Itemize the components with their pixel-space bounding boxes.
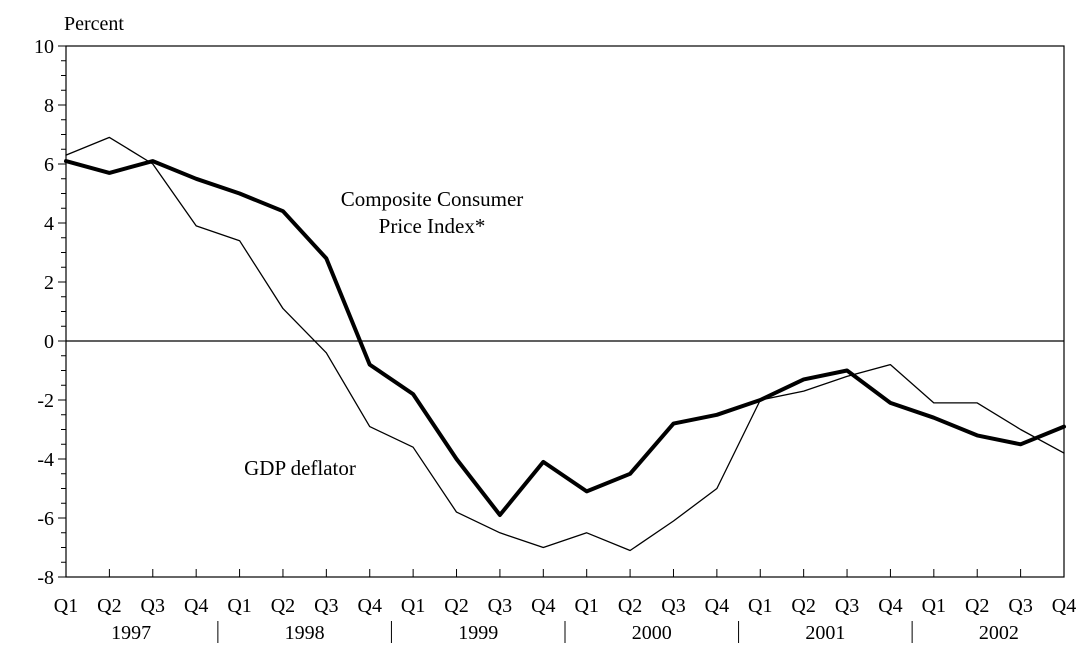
x-tick-label: Q3 xyxy=(661,595,685,617)
annotation-gdp-deflator: GDP deflator xyxy=(244,456,356,480)
y-tick-label: 10 xyxy=(34,36,54,58)
y-tick-label: -8 xyxy=(37,567,54,589)
year-label: 1999 xyxy=(458,622,498,644)
x-tick-label: Q2 xyxy=(444,595,468,617)
x-tick-label: Q3 xyxy=(314,595,338,617)
x-tick-label: Q1 xyxy=(54,595,78,617)
y-tick-label: 0 xyxy=(44,331,54,353)
y-tick-label: -6 xyxy=(37,508,54,530)
x-tick-label: Q2 xyxy=(271,595,295,617)
axes-layer: -8 -6 -4 -2 0 2 4 6 8 10 Q1 Q2 Q3 Q4 Q1 Q2 Q3 Q4 Q1 Q2 Q3 Q4 Q… xyxy=(34,36,1076,644)
x-tick-label: Q3 xyxy=(835,595,859,617)
year-label: 1997 xyxy=(111,622,151,644)
year-label: 1998 xyxy=(285,622,325,644)
x-tick-label: Q1 xyxy=(401,595,425,617)
x-tick-label: Q2 xyxy=(965,595,989,617)
x-tick-label: Q3 xyxy=(141,595,165,617)
annotation-cpi-line2: Price Index* xyxy=(379,214,486,238)
y-tick-label: 4 xyxy=(44,213,54,235)
plot-frame xyxy=(65,45,1065,578)
y-axis-label: Percent xyxy=(64,13,124,35)
year-label: 2002 xyxy=(979,622,1019,644)
y-tick-label: 8 xyxy=(44,95,54,117)
x-tick-label: Q4 xyxy=(1052,595,1076,617)
x-tick-label: Q1 xyxy=(922,595,946,617)
x-tick-label: Q4 xyxy=(705,595,729,617)
x-tick-label: Q1 xyxy=(748,595,772,617)
year-label: 2000 xyxy=(632,622,672,644)
y-tick-label: -4 xyxy=(37,449,54,471)
y-tick-label: 2 xyxy=(44,272,54,294)
year-label: 2001 xyxy=(805,622,845,644)
x-tick-label: Q4 xyxy=(184,595,208,617)
x-tick-label: Q2 xyxy=(97,595,121,617)
y-tick-label: 6 xyxy=(44,154,54,176)
x-tick-label: Q4 xyxy=(531,595,555,617)
x-tick-label: Q3 xyxy=(488,595,512,617)
series-line-cpi xyxy=(64,159,1066,517)
x-tick-label: Q2 xyxy=(618,595,642,617)
x-tick-label: Q3 xyxy=(1008,595,1032,617)
y-tick-label: -2 xyxy=(37,390,54,412)
annotation-cpi-line1: Composite Consumer xyxy=(341,187,524,211)
series-line-gdp-deflator xyxy=(65,136,1065,552)
x-tick-label: Q1 xyxy=(574,595,598,617)
x-tick-label: Q4 xyxy=(878,595,902,617)
series-layer xyxy=(64,136,1066,552)
x-tick-label: Q4 xyxy=(358,595,382,617)
x-tick-label: Q1 xyxy=(227,595,251,617)
x-tick-label: Q2 xyxy=(791,595,815,617)
